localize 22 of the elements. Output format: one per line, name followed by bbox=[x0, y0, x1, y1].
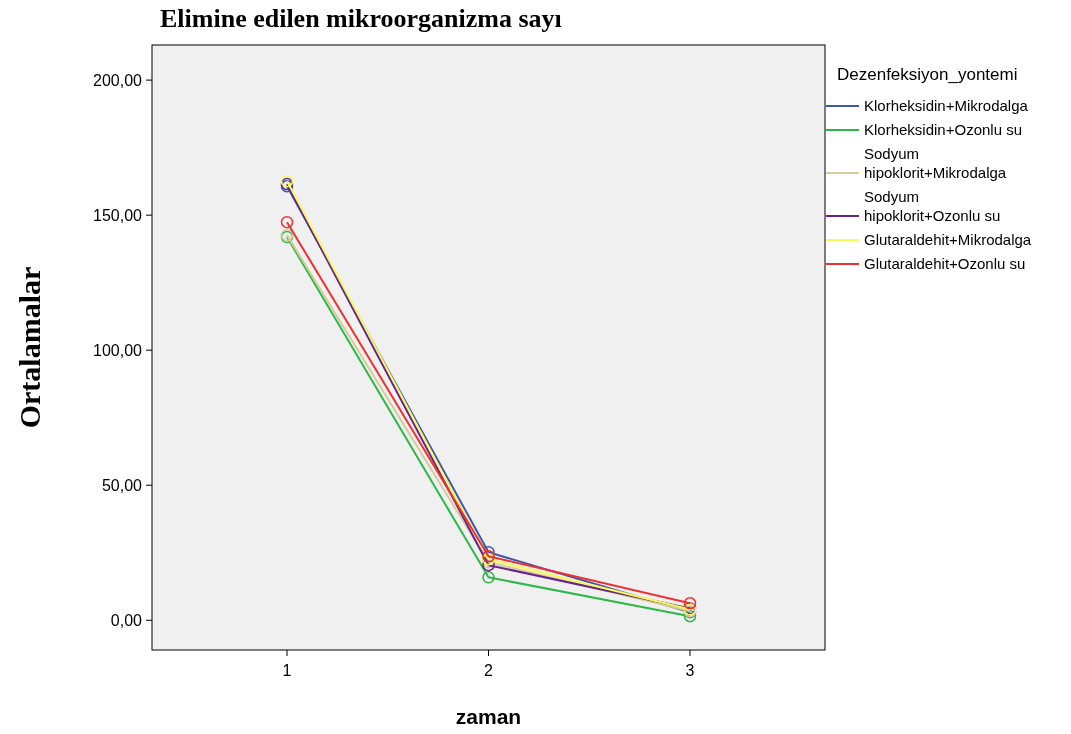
y-tick-label: 150,00 bbox=[93, 206, 143, 224]
x-axis-title: zaman bbox=[455, 705, 522, 728]
y-tick-label: 100,00 bbox=[93, 341, 143, 359]
point bbox=[482, 571, 495, 584]
legend-label: Sodyum hipoklorit+Ozonlu su bbox=[864, 188, 1001, 225]
point bbox=[683, 597, 697, 610]
point bbox=[280, 215, 294, 229]
x-tick-label: 1 bbox=[282, 662, 292, 679]
y-tick-label: 200,00 bbox=[93, 71, 143, 89]
x-tick-label: 2 bbox=[484, 662, 494, 679]
legend-label: Klorheksidin+Mikrodalga bbox=[864, 97, 1029, 115]
y-axis-title: Ortalamalar bbox=[13, 266, 46, 429]
y-tick-label: 0,00 bbox=[110, 611, 143, 629]
y-tick-label: 50,00 bbox=[101, 476, 143, 494]
chart-title: Elimine edilen mikroorganizma sayı bbox=[160, 4, 562, 33]
x-tick-label: 3 bbox=[685, 662, 695, 679]
legend-label: Glutaraldehit+Ozonlu su bbox=[864, 255, 1026, 273]
legend-label: Klorheksidin+Ozonlu su bbox=[864, 121, 1023, 139]
legend-title: Dezenfeksiyon_yontemi bbox=[837, 65, 1018, 84]
legend-label: Sodyum hipoklorit+Mikrodalga bbox=[864, 145, 1007, 182]
point bbox=[683, 609, 697, 623]
legend-label: Glutaraldehit+Mikrodalga bbox=[864, 231, 1032, 249]
